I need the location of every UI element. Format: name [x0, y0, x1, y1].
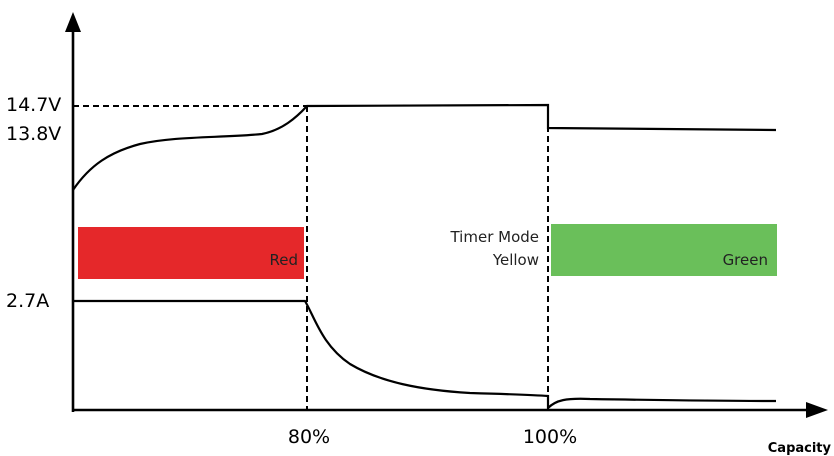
green-band-label: Green	[723, 251, 768, 269]
x-axis-arrowhead	[806, 402, 828, 418]
y-axis-arrowhead	[65, 12, 81, 32]
y-label-float-voltage: 13.8V	[6, 123, 61, 145]
voltage-curve	[72, 103, 777, 191]
y-label-max-voltage: 14.7V	[6, 94, 61, 116]
y-label-charge-current: 2.7A	[6, 290, 49, 312]
red-band-label: Red	[270, 251, 299, 269]
green-indicator-band	[551, 224, 777, 276]
current-curve	[73, 299, 777, 411]
x-label-100-percent: 100%	[523, 426, 577, 448]
yellow-label: Yellow	[492, 251, 539, 269]
timer-mode-label: Timer Mode	[449, 228, 539, 246]
red-indicator-band	[78, 227, 304, 279]
x-label-80-percent: 80%	[288, 426, 330, 448]
x-axis-title: Capacity	[768, 441, 832, 456]
